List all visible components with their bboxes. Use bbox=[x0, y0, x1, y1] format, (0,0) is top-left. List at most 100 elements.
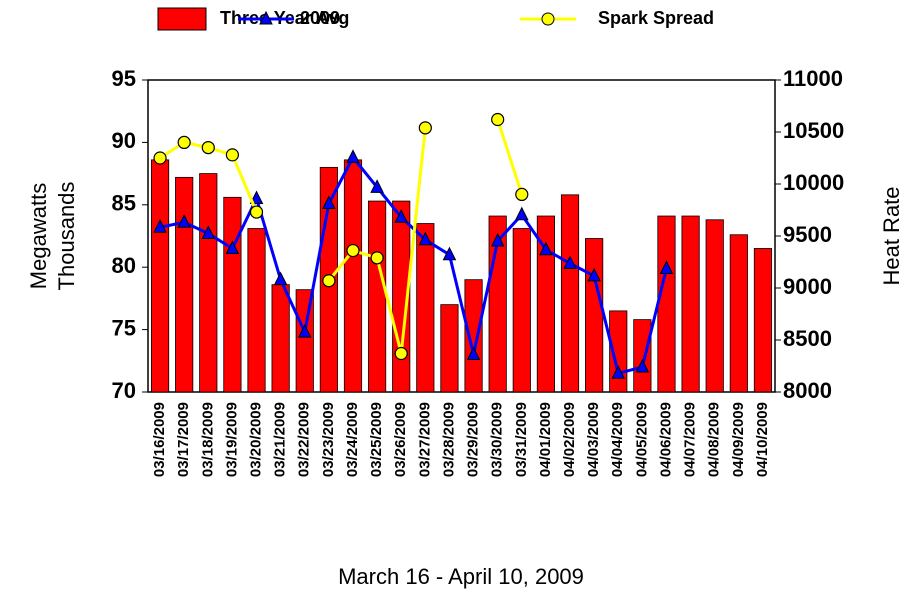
bar bbox=[247, 228, 266, 393]
bar bbox=[175, 176, 194, 393]
line-marker bbox=[177, 214, 191, 228]
x-tick-label: 03/23/2009 bbox=[320, 402, 337, 477]
bar bbox=[368, 200, 387, 393]
legend-swatch bbox=[157, 7, 207, 31]
line-marker bbox=[659, 260, 674, 274]
y2-axis-label: Heat Rate bbox=[879, 186, 904, 285]
y2-tick-label: 8000 bbox=[783, 378, 832, 403]
line-marker bbox=[370, 251, 384, 265]
y-tick-label: 70 bbox=[112, 378, 136, 403]
bar bbox=[657, 215, 676, 393]
line-marker bbox=[466, 346, 481, 361]
y2-tick-label: 9500 bbox=[783, 222, 832, 247]
legend-label: Spark Spread bbox=[598, 8, 714, 28]
line-marker bbox=[249, 190, 264, 205]
bar bbox=[416, 223, 435, 393]
line-marker bbox=[587, 267, 601, 282]
line-marker bbox=[346, 149, 360, 163]
line-marker bbox=[249, 205, 264, 219]
line-marker bbox=[322, 274, 336, 288]
line-marker bbox=[514, 206, 529, 221]
plot-area bbox=[147, 79, 776, 393]
x-tick-label: 03/30/2009 bbox=[489, 402, 506, 477]
line-marker bbox=[418, 121, 432, 135]
line-marker bbox=[153, 151, 167, 165]
x-tick-label: 03/16/2009 bbox=[151, 402, 168, 477]
bar bbox=[271, 284, 290, 393]
line-marker bbox=[370, 179, 384, 193]
x-tick-label: 04/02/2009 bbox=[561, 402, 578, 477]
y2-tick-label: 9000 bbox=[783, 274, 832, 299]
y2-tick-label: 11000 bbox=[783, 66, 843, 91]
x-tick-label: 04/06/2009 bbox=[657, 402, 674, 477]
line-marker bbox=[225, 240, 240, 254]
x-tick-label: 03/29/2009 bbox=[465, 402, 482, 477]
line-marker bbox=[539, 241, 553, 256]
bar bbox=[199, 173, 218, 393]
bar bbox=[512, 228, 531, 393]
y-axis-label: Megawatts bbox=[26, 183, 51, 289]
y2-tick-label: 10000 bbox=[783, 170, 844, 195]
line-marker bbox=[611, 365, 626, 379]
bar bbox=[585, 238, 604, 393]
bar bbox=[536, 215, 555, 393]
line-marker bbox=[153, 219, 167, 233]
x-tick-label: 03/21/2009 bbox=[272, 402, 289, 477]
line-marker bbox=[418, 231, 433, 246]
line-marker bbox=[346, 243, 360, 258]
bar bbox=[343, 159, 363, 393]
line-marker bbox=[201, 141, 215, 155]
legend-marker bbox=[259, 10, 273, 25]
x-tick-label: 03/26/2009 bbox=[392, 402, 409, 477]
y2-tick-label: 8500 bbox=[783, 326, 832, 351]
x-tick-label: 04/09/2009 bbox=[730, 402, 747, 477]
y-tick-label: 80 bbox=[112, 253, 136, 278]
x-tick-label: 03/17/2009 bbox=[175, 402, 192, 477]
x-tick-label: 03/28/2009 bbox=[440, 402, 457, 477]
x-tick-label: 04/03/2009 bbox=[585, 402, 602, 477]
line-marker bbox=[442, 246, 457, 261]
y-tick-label: 90 bbox=[112, 128, 136, 153]
x-tick-label: 03/24/2009 bbox=[344, 402, 361, 477]
line-marker bbox=[322, 195, 336, 210]
x-tick-label: 04/04/2009 bbox=[609, 402, 626, 477]
y2-tick-label: 10500 bbox=[783, 118, 844, 143]
y-tick-label: 95 bbox=[112, 66, 136, 91]
x-tick-label: 04/07/2009 bbox=[682, 402, 699, 477]
line-marker bbox=[225, 148, 240, 162]
bar bbox=[681, 215, 700, 393]
x-tick-label: 03/20/2009 bbox=[247, 402, 264, 477]
x-tick-label: 03/27/2009 bbox=[416, 402, 433, 477]
line-marker bbox=[394, 346, 408, 361]
x-tick-label: 03/25/2009 bbox=[368, 402, 385, 477]
line-marker bbox=[515, 187, 529, 201]
line-marker bbox=[635, 358, 650, 373]
x-tick-label: 03/22/2009 bbox=[296, 402, 313, 477]
line-marker bbox=[490, 232, 505, 247]
x-tick-label: 03/18/2009 bbox=[199, 402, 216, 477]
bar bbox=[633, 319, 652, 393]
line-marker bbox=[394, 209, 409, 223]
line-marker bbox=[297, 323, 312, 338]
line-marker bbox=[201, 225, 216, 240]
x-tick-label: 03/31/2009 bbox=[513, 402, 530, 477]
y-tick-label: 75 bbox=[112, 315, 136, 340]
bar bbox=[753, 248, 773, 393]
x-tick-label: 04/08/2009 bbox=[706, 402, 723, 477]
x-tick-label: 04/05/2009 bbox=[633, 402, 650, 477]
bar bbox=[150, 159, 170, 393]
bar bbox=[464, 279, 483, 393]
legend-label: 2009 bbox=[300, 8, 340, 28]
line-marker bbox=[177, 135, 191, 149]
bar bbox=[440, 304, 459, 393]
bar bbox=[223, 196, 242, 393]
bar bbox=[392, 200, 411, 393]
x-tick-label: 04/10/2009 bbox=[754, 402, 771, 477]
x-axis-label: March 16 - April 10, 2009 bbox=[338, 564, 584, 589]
x-tick-label: 03/19/2009 bbox=[223, 402, 240, 477]
bar bbox=[729, 234, 748, 393]
line-marker bbox=[273, 271, 288, 286]
y-axis-label: Thousands bbox=[54, 182, 79, 291]
line-marker bbox=[563, 255, 577, 269]
